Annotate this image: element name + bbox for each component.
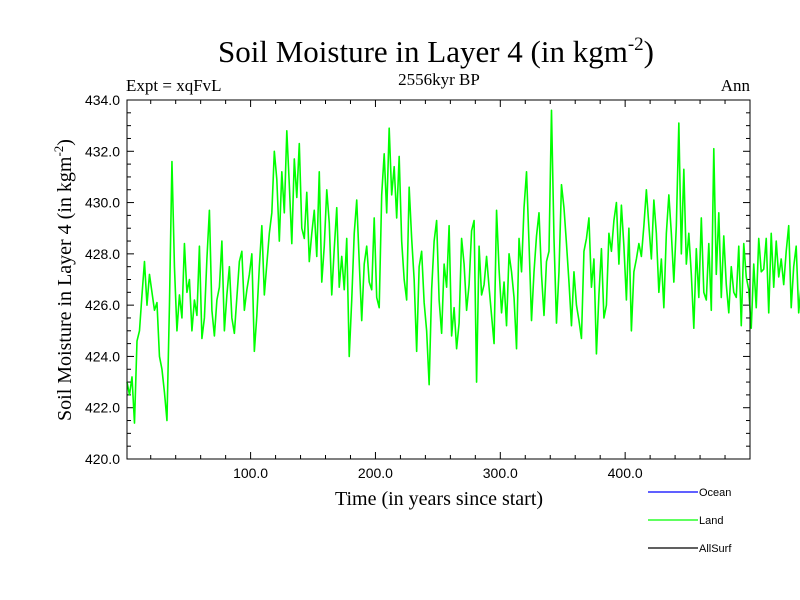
y-tick-label: 422.0	[85, 400, 120, 416]
y-tick-label: 430.0	[85, 195, 120, 211]
series-layer	[126, 109, 800, 424]
y-axis-label-superscript: -2	[51, 146, 66, 157]
y-tick-label: 434.0	[85, 92, 120, 108]
x-tick-label: 200.0	[358, 465, 393, 481]
y-tick-labels: 420.0 422.0 424.0 426.0 428.0 430.0 432.0 434.0	[85, 92, 120, 467]
y-axis-label-close: )	[54, 139, 76, 146]
chart-title: Soil Moisture in Layer 4 (in kgm-2)	[218, 34, 654, 69]
legend-label-land: Land	[699, 515, 723, 527]
plot-frame	[126, 99, 751, 460]
x-axis-label: Time (in years since start)	[335, 488, 543, 510]
subtitle-left: Expt = xqFvL	[126, 76, 222, 95]
legend-label-allsurf: AllSurf	[699, 543, 732, 555]
y-axis-label-main: Soil Moisture in Layer 4 (in kgm	[54, 156, 76, 421]
subtitle-right: Ann	[721, 76, 751, 95]
y-axis-label: Soil Moisture in Layer 4 (in kgm-2)	[51, 139, 76, 421]
subtitle-center: 2556kyr BP	[398, 70, 480, 89]
x-tick-labels: 100.0 200.0 300.0 400.0	[233, 465, 643, 481]
y-tick-label: 424.0	[85, 348, 120, 364]
legend-label-ocean: Ocean	[699, 487, 731, 499]
y-tick-label: 426.0	[85, 297, 120, 313]
x-tick-label: 400.0	[608, 465, 643, 481]
y-tick-label: 432.0	[85, 143, 120, 159]
x-tick-label: 100.0	[233, 465, 268, 481]
chart-title-main: Soil Moisture in Layer 4 (in kgm	[218, 34, 628, 69]
chart-title-close: )	[644, 34, 654, 69]
y-tick-label: 428.0	[85, 246, 120, 262]
y-tick-label: 420.0	[85, 451, 120, 467]
legend: Ocean Land AllSurf	[648, 487, 732, 555]
series-line-land	[126, 109, 800, 424]
x-tick-label: 300.0	[483, 465, 518, 481]
chart-title-superscript: -2	[628, 34, 644, 55]
tick-marks	[127, 100, 750, 459]
